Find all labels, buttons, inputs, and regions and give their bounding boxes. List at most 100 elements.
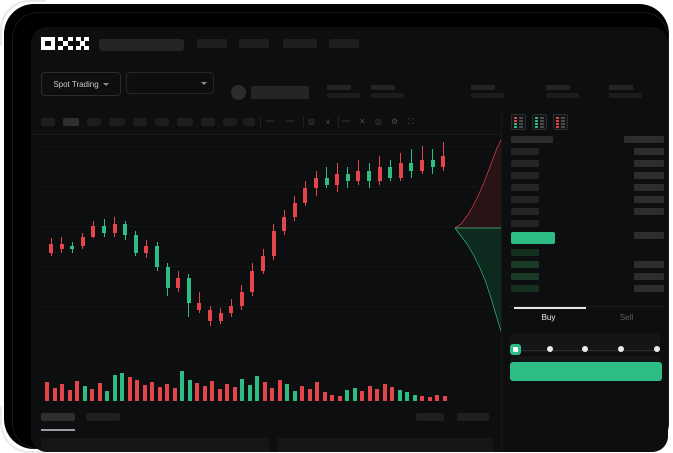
candle-wick (347, 167, 349, 189)
candle-wick (294, 195, 296, 221)
okx-logo[interactable] (41, 37, 89, 50)
candle-wick (304, 181, 306, 207)
buy-sell-tabs: Buy Sell (508, 306, 663, 331)
tab-order-history[interactable] (86, 413, 120, 421)
orderbook-ask-row[interactable] (511, 148, 539, 155)
stat-volume-quote (609, 85, 642, 98)
candle (239, 284, 244, 310)
orderbook-ask-amount (634, 208, 664, 215)
toolbar-divider (338, 116, 339, 128)
candle (367, 163, 371, 189)
candlestick-chart[interactable] (31, 134, 501, 344)
nav-item-1[interactable] (197, 39, 227, 48)
tab-buy[interactable]: Buy (541, 313, 556, 322)
nav-item-4[interactable] (329, 39, 359, 48)
trading-pair-select[interactable] (126, 72, 214, 94)
eraser-icon[interactable]: ✕ (359, 117, 366, 126)
orderbook-col-header-price (511, 136, 553, 143)
volume-bar (202, 386, 207, 401)
candle (388, 159, 393, 182)
device-outer-shell: Spot Trading (4, 4, 669, 452)
chevron-down-icon[interactable]: ∨ (325, 117, 331, 126)
orderbook-bid-row[interactable] (511, 285, 539, 292)
settings-icon[interactable]: ⚙ (391, 117, 399, 126)
candle-wick (92, 220, 94, 239)
volume-bar (82, 386, 87, 401)
step-dot-active[interactable] (510, 344, 521, 355)
stat-high (371, 85, 404, 98)
candle (303, 181, 308, 207)
volume-bar (217, 389, 222, 401)
timeframe-7[interactable] (177, 118, 193, 126)
timeframe-8[interactable] (201, 118, 215, 126)
timeframe-1[interactable] (41, 118, 55, 126)
timeframe-10[interactable] (243, 118, 255, 126)
nav-item-2[interactable] (239, 39, 269, 48)
camera-icon[interactable]: ◎ (375, 117, 382, 126)
orderbook-ask-amount (634, 172, 664, 179)
orderbook-layout-both-icon[interactable] (511, 114, 526, 130)
volume-bar (255, 376, 259, 401)
market-type-dropdown[interactable]: Spot Trading (41, 72, 121, 96)
volume-bar (97, 382, 102, 401)
candle (250, 263, 255, 296)
orderbook-ask-row[interactable] (511, 172, 539, 179)
volume-bar (135, 379, 139, 401)
timeframe-9[interactable] (223, 118, 237, 126)
volume-bar (112, 375, 117, 401)
candle-wick (220, 308, 222, 325)
submit-order-button[interactable] (510, 362, 662, 381)
candle-wick (61, 236, 63, 253)
chart-gridline (39, 226, 494, 227)
volume-bar (277, 379, 282, 401)
step-dot[interactable] (582, 346, 588, 352)
candle (80, 233, 85, 250)
volume-bar (315, 381, 319, 401)
orderbook-bid-row[interactable] (511, 273, 539, 280)
orderbook-layout-asks-icon[interactable] (553, 114, 568, 130)
search-input[interactable] (99, 39, 184, 51)
volume-bar (150, 381, 154, 401)
orderbook-ask-row[interactable] (511, 160, 539, 167)
orderbook-ask-amount (634, 148, 664, 155)
chevron-down-icon (102, 82, 109, 86)
candle-wick (114, 217, 116, 237)
volume-bar (375, 389, 379, 401)
volume-bar (345, 390, 349, 401)
timeframe-2[interactable] (63, 118, 79, 126)
orderbook-ask-row[interactable] (511, 184, 539, 191)
bottom-action-2[interactable] (457, 413, 489, 421)
step-dot[interactable] (618, 346, 624, 352)
candle-wick (315, 170, 317, 196)
fullscreen-icon[interactable]: ⛶ (408, 117, 414, 126)
timeframe-5[interactable] (133, 118, 147, 126)
templates-icon[interactable]: ◎ (308, 117, 315, 126)
orderbook-bid-row[interactable] (511, 261, 539, 268)
timeframe-6[interactable] (155, 118, 169, 126)
orderbook-ask-row[interactable] (511, 196, 539, 203)
timeframe-4[interactable] (109, 118, 125, 126)
orderbook-ask-row[interactable] (511, 208, 539, 215)
compare-icon[interactable]: 〰 (286, 117, 294, 126)
bottom-action-1[interactable] (416, 413, 444, 421)
orderbook-bid-amount (634, 273, 664, 280)
step-dot[interactable] (547, 346, 553, 352)
volume-bar (52, 388, 57, 401)
indicators-icon[interactable]: 〰 (266, 117, 274, 126)
active-tab-underline (514, 307, 586, 309)
nav-item-3[interactable] (283, 39, 317, 48)
tab-sell[interactable]: Sell (619, 313, 634, 322)
candle (430, 149, 435, 175)
frame-highlight-bottom-left (0, 407, 46, 453)
volume-bar (232, 387, 237, 401)
volume-bar (442, 395, 447, 401)
volume-bar (330, 394, 334, 401)
tab-open-orders[interactable] (41, 413, 75, 421)
orderbook-bid-row[interactable] (511, 249, 539, 256)
orderbook-ask-row[interactable] (511, 220, 539, 227)
timeframe-3[interactable] (87, 118, 101, 126)
step-dot[interactable] (654, 346, 660, 352)
orderbook-layout-bids-icon[interactable] (532, 114, 547, 130)
line-style-icon[interactable]: 〰 (342, 117, 350, 126)
volume-bar (105, 391, 109, 401)
